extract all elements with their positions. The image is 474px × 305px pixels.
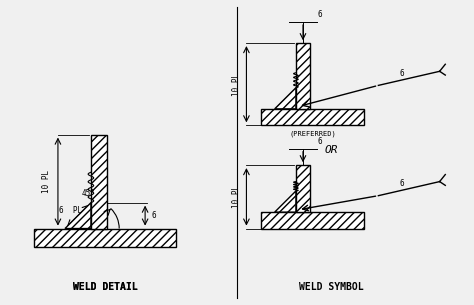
Text: 6: 6: [400, 69, 404, 78]
Polygon shape: [65, 203, 91, 228]
Text: (PREFERRED): (PREFERRED): [289, 131, 336, 137]
Bar: [261, 212, 364, 228]
Text: 10 PL: 10 PL: [232, 73, 241, 96]
Bar: [35, 228, 176, 247]
Bar: [261, 109, 364, 125]
Text: 6: 6: [400, 179, 404, 188]
Polygon shape: [275, 88, 296, 109]
Text: 10 PL: 10 PL: [42, 170, 51, 193]
Text: WELD DETAIL: WELD DETAIL: [73, 282, 137, 292]
Text: 6  PL: 6 PL: [59, 206, 82, 215]
Polygon shape: [275, 191, 296, 212]
Bar: [296, 43, 310, 109]
Text: WELD DETAIL: WELD DETAIL: [73, 282, 137, 292]
Text: 6: 6: [151, 211, 156, 220]
Text: 10 PL: 10 PL: [232, 185, 241, 208]
Bar: [296, 165, 310, 212]
Text: WELD SYMBOL: WELD SYMBOL: [299, 282, 364, 292]
Text: 6: 6: [317, 137, 322, 146]
Text: OR: OR: [325, 145, 338, 156]
Text: 6: 6: [317, 10, 322, 19]
Text: 45°: 45°: [82, 189, 95, 198]
Bar: [91, 135, 108, 228]
